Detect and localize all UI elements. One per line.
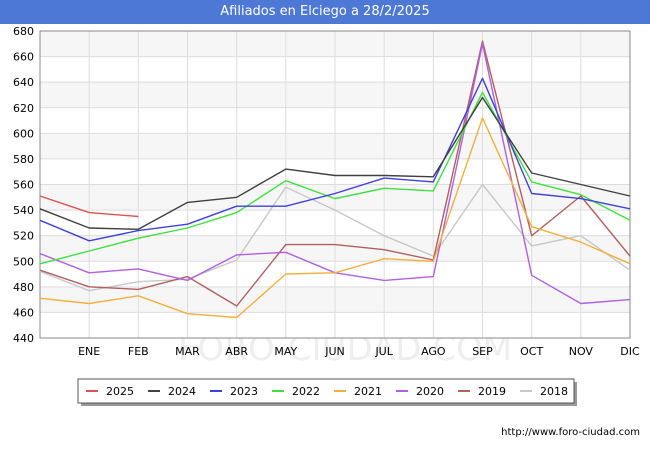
plot-frame bbox=[39, 30, 631, 339]
x-tick-label: NOV bbox=[569, 345, 594, 358]
grid bbox=[39, 30, 631, 339]
legend-label: 2025 bbox=[106, 385, 134, 398]
y-tick-label: 560 bbox=[13, 179, 34, 192]
series-line-2019 bbox=[39, 40, 631, 307]
legend-label: 2019 bbox=[478, 385, 506, 398]
y-tick-label: 600 bbox=[13, 127, 34, 140]
series-line-2024 bbox=[39, 96, 631, 231]
series-line-2022 bbox=[39, 91, 631, 265]
legend-label: 2023 bbox=[230, 385, 258, 398]
x-tick-label: MAR bbox=[175, 345, 200, 358]
legend-label: 2018 bbox=[540, 385, 568, 398]
series-line-2018 bbox=[39, 183, 631, 292]
legend-label: 2021 bbox=[354, 385, 382, 398]
y-tick-label: 440 bbox=[13, 332, 34, 345]
y-tick-label: 660 bbox=[13, 51, 34, 64]
y-tick-label: 640 bbox=[13, 76, 34, 89]
y-tick-label: 500 bbox=[13, 255, 34, 268]
x-tick-label: MAY bbox=[274, 345, 297, 358]
y-tick-label: 580 bbox=[13, 153, 34, 166]
axes: 440 460 480 500 520 540 560 580 600 620 640 660 680 E… bbox=[13, 25, 640, 358]
series-line-2023 bbox=[39, 77, 631, 242]
series-group bbox=[39, 40, 631, 319]
x-tick-label: ENE bbox=[78, 345, 100, 358]
chart-title: Afiliados en Elciego a 28/2/2025 bbox=[0, 0, 650, 24]
x-tick-label: ABR bbox=[225, 345, 248, 358]
series-line-2021 bbox=[39, 117, 631, 319]
y-tick-label: 460 bbox=[13, 306, 34, 319]
legend-label: 2024 bbox=[168, 385, 196, 398]
legend-label: 2020 bbox=[416, 385, 444, 398]
x-tick-label: FEB bbox=[128, 345, 149, 358]
x-tick-label: OCT bbox=[520, 345, 543, 358]
y-tick-label: 620 bbox=[13, 102, 34, 115]
x-tick-label: JUL bbox=[374, 345, 393, 358]
x-tick-label: DIC bbox=[620, 345, 640, 358]
x-tick-label: SEP bbox=[472, 345, 493, 358]
x-tick-label: AGO bbox=[421, 345, 446, 358]
series-line-2025 bbox=[39, 195, 139, 218]
legend: 2025 2024 2023 2022 2021 2020 2019 2018 bbox=[77, 378, 577, 406]
y-tick-label: 520 bbox=[13, 230, 34, 243]
source-url[interactable]: http://www.foro-ciudad.com bbox=[501, 427, 640, 438]
y-tick-label: 680 bbox=[13, 25, 34, 38]
legend-box bbox=[77, 378, 575, 404]
y-tick-label: 480 bbox=[13, 281, 34, 294]
legend-label: 2022 bbox=[292, 385, 320, 398]
x-tick-label: JUN bbox=[324, 345, 345, 358]
y-tick-label: 540 bbox=[13, 204, 34, 217]
